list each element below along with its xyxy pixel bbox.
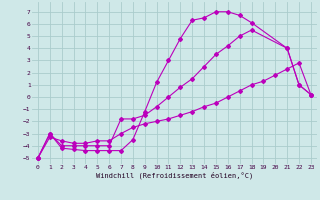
X-axis label: Windchill (Refroidissement éolien,°C): Windchill (Refroidissement éolien,°C) (96, 172, 253, 179)
